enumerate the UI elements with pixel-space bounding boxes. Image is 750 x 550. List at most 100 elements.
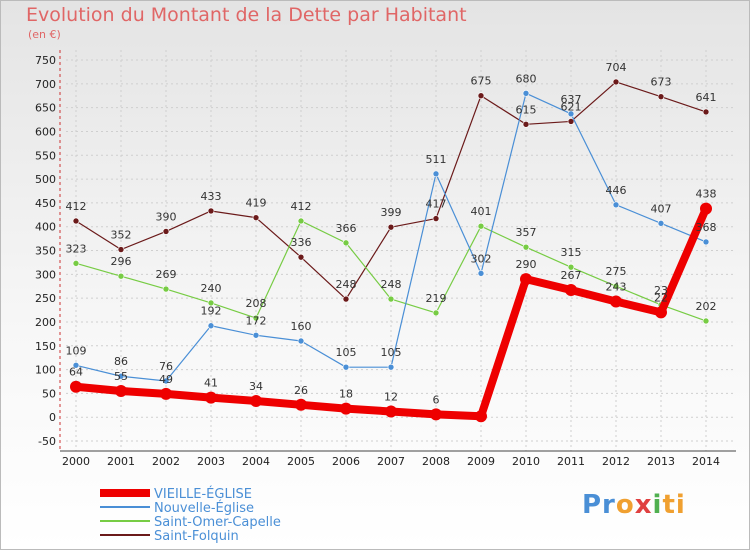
legend: VIEILLE-ÉGLISENouvelle-ÉgliseSaint-Omer-… [100,486,281,544]
legend-label: VIEILLE-ÉGLISE [154,486,252,502]
data-label: 433 [201,190,222,203]
data-label: 368 [696,221,717,234]
data-label: 240 [201,282,222,295]
data-label: 26 [294,384,308,397]
data-point [342,295,350,303]
data-point [205,391,217,404]
data-label: 64 [69,366,83,379]
data-point [207,299,215,307]
brand-letter: ti [662,490,686,520]
data-label: 172 [246,314,267,327]
data-label: 511 [426,153,447,166]
legend-label: Saint-Folquin [154,529,239,544]
data-point [252,314,260,322]
data-label: 296 [111,255,132,268]
legend-label: Saint-Omer-Capelle [154,515,281,530]
data-point [432,170,440,178]
data-label: 219 [426,292,447,305]
y-tick-label: 150 [35,340,56,353]
x-tick-label: 2008 [422,455,450,468]
data-point [342,363,350,371]
y-tick-label: 500 [35,173,56,186]
brand-letter: i [652,490,663,520]
data-point [387,363,395,371]
data-label: 34 [249,380,263,393]
data-point [612,201,620,209]
data-point [522,120,530,128]
data-point [567,110,575,118]
data-label: 675 [471,75,492,88]
brand-letter: x [634,490,653,520]
data-label: 109 [66,344,87,357]
data-point [477,92,485,100]
data-label: 704 [606,61,627,74]
x-tick-label: 2012 [602,455,630,468]
series-lines [70,78,712,423]
data-point [612,282,620,290]
x-tick-label: 2014 [692,455,720,468]
y-tick-label: 600 [35,125,56,138]
data-point [657,220,665,227]
data-label: 419 [246,197,267,210]
y-tick-label: 550 [35,149,56,162]
data-label: 269 [156,268,177,281]
x-tick-label: 2005 [287,455,315,468]
data-label: 446 [606,184,627,197]
data-label: 12 [384,390,398,403]
data-label: 336 [291,236,312,249]
data-point [522,90,530,97]
data-point [295,398,307,411]
chart-title: Evolution du Montant de la Dette par Hab… [26,4,467,26]
data-point [342,239,350,247]
data-point [72,217,80,225]
data-point [567,118,575,125]
brand-letter: Pr [582,490,616,520]
data-point [522,243,530,251]
data-point [207,207,215,215]
data-point [252,331,260,339]
data-point [702,238,710,246]
data-point [207,322,215,330]
data-label: 290 [516,258,537,271]
x-tick-label: 2003 [197,455,225,468]
data-point [657,93,665,100]
data-label: 248 [381,278,402,291]
data-label: 202 [696,300,717,313]
brand-logo: Proxiti [582,490,686,520]
data-label: 680 [516,72,537,85]
data-point [567,263,575,271]
brand-letter: o [615,490,635,520]
y-tick-label: 700 [35,78,56,91]
data-label: 315 [561,246,582,259]
data-label: 248 [336,278,357,291]
data-point [385,405,397,418]
data-label: 22 [654,291,668,304]
data-label: 275 [606,265,627,278]
data-point [475,410,487,423]
data-label: 105 [336,346,357,359]
x-tick-label: 2001 [107,455,135,468]
data-label: 390 [156,210,177,223]
y-tick-label: 400 [35,221,56,234]
y-tick-label: 200 [35,316,56,329]
x-tick-label: 2007 [377,455,405,468]
data-point [72,260,80,267]
data-label: 302 [471,252,492,265]
data-label: 160 [291,320,312,333]
data-point [162,228,170,235]
data-point [297,217,305,225]
y-tick-label: 0 [49,411,56,424]
y-tick-label: 350 [35,245,56,258]
data-point [565,284,577,297]
data-point [700,202,712,215]
data-point [162,377,170,385]
data-point [250,394,262,407]
data-label: 267 [561,269,582,282]
data-label: 438 [696,188,717,201]
data-label: 86 [114,355,128,368]
data-label: 621 [561,100,582,113]
data-label: 352 [111,229,132,242]
x-tick-label: 2011 [557,455,585,468]
y-tick-label: 450 [35,197,56,210]
data-point [72,361,80,369]
